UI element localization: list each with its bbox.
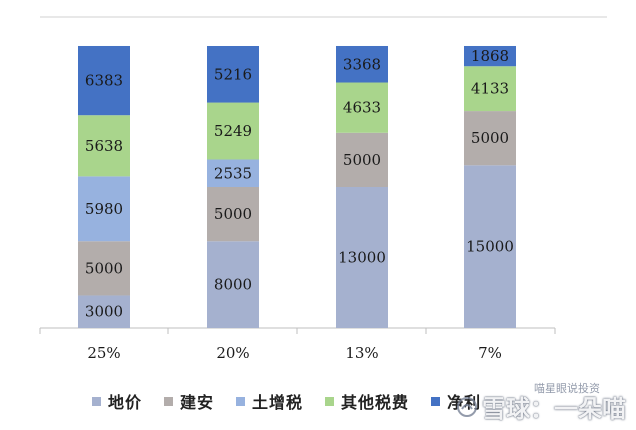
legend-label: 土增税 xyxy=(252,393,304,412)
legend-label: 其他税费 xyxy=(341,393,410,412)
legend-label: 地价 xyxy=(108,393,143,412)
bar-segment xyxy=(336,82,388,133)
bar-segment xyxy=(78,295,130,328)
legend-swatch xyxy=(325,396,335,406)
watermark-subtext: 喵星眼说投资 xyxy=(534,382,600,395)
bar-segment xyxy=(336,187,388,328)
bar-segment xyxy=(464,45,516,67)
x-tick-label: 20% xyxy=(216,344,249,362)
legend-swatch xyxy=(431,396,441,406)
x-tick-label: 13% xyxy=(345,344,378,362)
bar-segment xyxy=(464,165,516,328)
bar-data-label: 3000 xyxy=(85,303,123,321)
bar-segment xyxy=(336,132,388,187)
watermark-author: 一朵喵 xyxy=(554,395,626,423)
bar-segment xyxy=(336,45,388,83)
x-tick-label: 25% xyxy=(87,344,120,362)
bar-data-label: 4133 xyxy=(471,80,509,98)
legend-item: 土增税 xyxy=(236,389,303,413)
bar-segment xyxy=(78,115,130,177)
bar-data-label: 5249 xyxy=(214,122,252,140)
bar-segment xyxy=(207,102,259,160)
bar-data-label: 13000 xyxy=(338,249,386,267)
bar-segment xyxy=(207,241,259,328)
bar-segment xyxy=(464,111,516,166)
x-tick-label: 7% xyxy=(478,344,502,362)
legend-swatch xyxy=(236,396,246,406)
legend-swatch xyxy=(92,396,101,406)
bar-segment xyxy=(78,176,130,242)
bar-data-label: 5216 xyxy=(214,65,252,83)
bar-segment xyxy=(207,187,259,242)
bar-data-label: 2535 xyxy=(214,164,252,182)
legend-item: 其他税费 xyxy=(325,389,409,413)
bar-data-label: 8000 xyxy=(214,276,252,294)
bar-segment xyxy=(464,66,516,112)
legend-item: 地价 xyxy=(92,389,142,413)
bar-segment xyxy=(207,46,259,103)
bar-data-label: 5000 xyxy=(471,129,509,147)
watermark-site: 雪球 xyxy=(482,395,530,423)
bar-segment xyxy=(78,45,130,116)
watermark: 雪球 ： 一朵喵 xyxy=(456,389,626,424)
watermark-separator: ： xyxy=(530,395,554,423)
bar-data-label: 3368 xyxy=(343,55,381,73)
bar-data-label: 4633 xyxy=(343,99,381,117)
bar-segment xyxy=(78,241,130,296)
bar-data-label: 5000 xyxy=(214,205,252,223)
legend-swatch xyxy=(164,396,174,406)
bar-data-label: 15000 xyxy=(466,238,514,256)
legend: 地价 建安 土增税 其他税费 净利 xyxy=(92,389,503,413)
bar-data-label: 5000 xyxy=(343,151,381,169)
bar-data-label: 6383 xyxy=(85,72,123,90)
legend-item: 建安 xyxy=(164,389,214,413)
snowball-logo-icon xyxy=(457,396,477,417)
bar-data-label: 5980 xyxy=(85,200,123,218)
bar-data-label: 5000 xyxy=(85,259,123,277)
bar-data-label: 5638 xyxy=(85,137,123,155)
legend-label: 建安 xyxy=(180,393,215,412)
bar-segment xyxy=(207,159,259,187)
bar-data-label: 1868 xyxy=(471,47,509,65)
